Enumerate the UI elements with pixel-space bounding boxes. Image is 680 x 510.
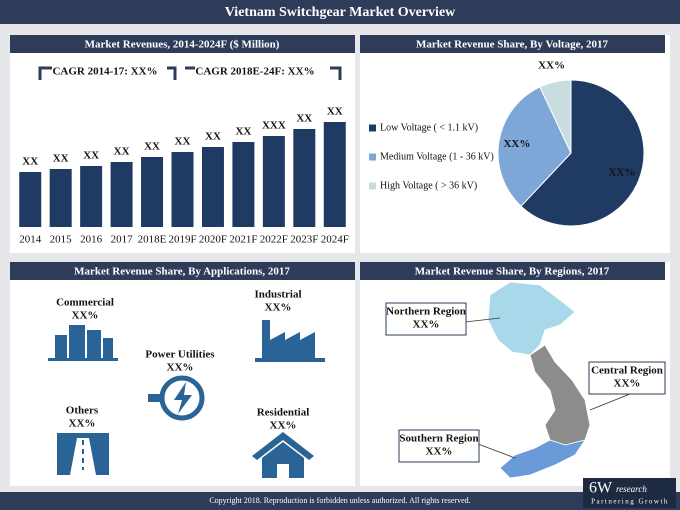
region-name: Northern Region bbox=[386, 306, 466, 318]
value-label: XX bbox=[83, 150, 99, 162]
item-name: Others bbox=[66, 405, 99, 417]
commercial-icon bbox=[48, 325, 118, 361]
x-tick-label: 2022F bbox=[260, 234, 288, 246]
value-label: XX bbox=[205, 131, 221, 143]
pie-slice bbox=[497, 86, 572, 207]
northern-region bbox=[487, 281, 576, 356]
bar bbox=[110, 162, 133, 227]
section-header bbox=[10, 35, 355, 53]
bracket bbox=[38, 66, 177, 80]
section-title: Market Revenues, 2014-2024F ($ Million) bbox=[85, 39, 280, 51]
item-share: XX% bbox=[167, 362, 194, 374]
x-tick-label: 2019F bbox=[168, 234, 196, 246]
label-box bbox=[385, 302, 467, 336]
item-share: XX% bbox=[265, 302, 292, 314]
legend-label: Low Voltage ( < 1.1 kV) bbox=[380, 122, 478, 133]
bar bbox=[201, 147, 224, 227]
x-tick-label: 2018E bbox=[138, 234, 167, 246]
section-title: Market Revenue Share, By Voltage, 2017 bbox=[416, 39, 608, 51]
house-icon bbox=[252, 432, 314, 478]
bar bbox=[49, 169, 72, 227]
item-name: Power Utilities bbox=[145, 349, 215, 361]
value-label: XX bbox=[175, 136, 191, 148]
power-icon bbox=[148, 375, 205, 421]
copyright: Copyright 2018. Reproduction is forbidde… bbox=[209, 496, 470, 505]
region-labels: Northern Region XX% Central Region XX% S… bbox=[385, 302, 666, 463]
pie-slice bbox=[520, 79, 645, 227]
logo-suffix: research bbox=[616, 484, 647, 494]
legend-label: Medium Voltage (1 - 36 kV) bbox=[380, 151, 494, 162]
x-tick-label: 2023F bbox=[290, 234, 318, 246]
x-tick-label: 2021F bbox=[229, 234, 257, 246]
value-label: XX bbox=[235, 126, 251, 138]
x-tick-label: 2017 bbox=[111, 234, 134, 246]
section-header bbox=[360, 35, 665, 53]
bar bbox=[141, 157, 164, 227]
bar bbox=[262, 136, 285, 227]
bar bbox=[232, 142, 255, 227]
region-share: XX% bbox=[413, 319, 440, 331]
section-header bbox=[360, 262, 665, 280]
x-tick-label: 2015 bbox=[50, 234, 73, 246]
item-name: Commercial bbox=[56, 297, 114, 309]
southern-region bbox=[499, 439, 586, 479]
value-label: XX% bbox=[538, 60, 565, 72]
item-name: Industrial bbox=[254, 289, 301, 301]
region-name: Southern Region bbox=[399, 433, 478, 445]
x-tick-label: 2020F bbox=[199, 234, 227, 246]
legend-swatch bbox=[369, 124, 376, 132]
value-label: XX bbox=[22, 156, 38, 168]
value-label: XX bbox=[144, 141, 160, 153]
value-label: XX bbox=[296, 113, 312, 125]
x-tick-label: 2024F bbox=[321, 234, 349, 246]
annotation: CAGR 2018E-24F: XX% bbox=[195, 66, 314, 78]
x-tick-label: 2016 bbox=[80, 234, 103, 246]
bar bbox=[19, 172, 42, 227]
value-label: XX bbox=[327, 106, 343, 118]
value-label: XX% bbox=[608, 167, 635, 179]
page-title: Vietnam Switchgear Market Overview bbox=[225, 5, 456, 20]
tagline: Partnering Growth bbox=[591, 498, 669, 506]
value-label: XXX bbox=[262, 120, 286, 132]
bracket bbox=[185, 66, 342, 80]
pie-slice bbox=[539, 79, 572, 154]
item-share: XX% bbox=[270, 420, 297, 432]
region-share: XX% bbox=[614, 378, 641, 390]
label-box bbox=[588, 361, 666, 395]
value-label: XX bbox=[114, 146, 130, 158]
item-share: XX% bbox=[69, 418, 96, 430]
item-name: Residential bbox=[257, 407, 310, 419]
bar bbox=[171, 152, 194, 227]
item-share: XX% bbox=[72, 310, 99, 322]
logo: 6W bbox=[589, 480, 613, 497]
value-label: XX% bbox=[503, 138, 530, 150]
logo-box bbox=[583, 478, 676, 508]
section-title: Market Revenue Share, By Applications, 2… bbox=[74, 266, 290, 278]
header-bar bbox=[0, 0, 680, 24]
section-title: Market Revenue Share, By Regions, 2017 bbox=[415, 266, 610, 278]
industrial-icon bbox=[255, 320, 325, 362]
annotation: CAGR 2014-17: XX% bbox=[52, 66, 157, 78]
applications: Commercial XX% Industrial XX% Power Util… bbox=[48, 289, 325, 478]
label-box bbox=[398, 429, 480, 463]
bar bbox=[323, 122, 346, 227]
legend-label: High Voltage ( > 36 kV) bbox=[380, 180, 477, 191]
region-name: Central Region bbox=[591, 365, 663, 377]
x-tick-label: 2014 bbox=[19, 234, 42, 246]
bar bbox=[293, 129, 316, 227]
region-share: XX% bbox=[426, 446, 453, 458]
legend-swatch bbox=[369, 153, 376, 161]
section-header bbox=[10, 262, 355, 280]
legend-swatch bbox=[369, 182, 376, 190]
vietnam-map bbox=[487, 281, 591, 479]
value-label: XX bbox=[53, 153, 69, 165]
road-icon bbox=[57, 433, 109, 475]
bar bbox=[80, 166, 103, 227]
footer-bar bbox=[0, 492, 680, 510]
